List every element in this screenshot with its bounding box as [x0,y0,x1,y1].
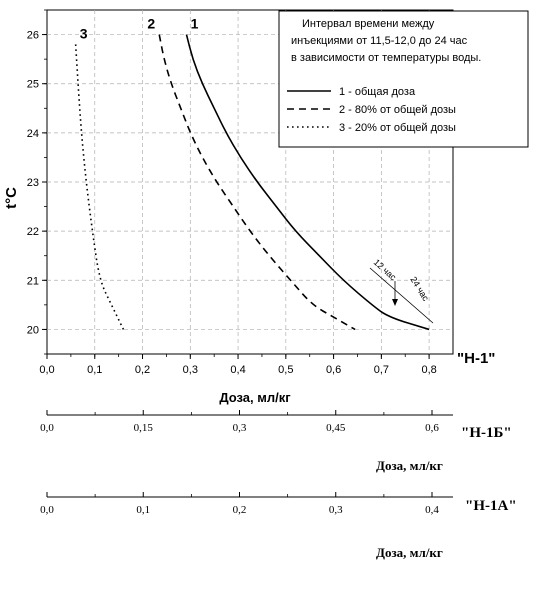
x-tick-label: 0,5 [278,364,293,376]
legend-title-line-3: в зависимости от температуры воды. [291,52,481,64]
series-line-3 [74,44,125,330]
y-tick-label: 24 [27,128,39,140]
x-tick-label: 0,8 [421,364,436,376]
legend-box [278,10,529,148]
series-lines [74,34,430,331]
y-axis-label: t°C [3,187,20,209]
secondary-tick-label: 0,0 [40,504,54,516]
legend-title-line-2: инъекциями от 11,5-12,0 до 24 час [291,35,468,47]
x-axis-ticks: 0,0 0,1 0,2 0,3 0,4 0,5 0,6 0,7 0,8 [39,354,437,376]
secondary-tick-label: 0,1 [136,504,150,516]
legend: Интервал времени между инъекциями от 11,… [278,10,529,148]
h1b-axis-label: Доза, мл/кг [376,458,443,473]
secondary-axis-h1b: 0,0 0,15 0,3 0,45 0,6 "H-1Б" Доза, мл/кг [40,410,512,473]
secondary-tick-label: 0,3 [233,422,247,434]
series-label-2: 2 [147,16,155,32]
legend-entry-1: 1 - общая доза [339,86,416,98]
legend-entry-3: 3 - 20% от общей дозы [339,122,456,134]
secondary-tick-label: 0,0 [40,422,54,434]
arrow-head [392,299,398,306]
secondary-tick-label: 0,6 [425,422,439,434]
series-label-3: 3 [80,25,88,41]
secondary-tick-label: 0,3 [329,504,343,516]
legend-entry-2: 2 - 80% от общей дозы [339,104,456,116]
y-tick-label: 21 [27,275,39,287]
secondary-tick-label: 0,45 [326,422,346,434]
x-tick-label: 0,6 [326,364,341,376]
x-tick-label: 0,2 [135,364,150,376]
y-axis-ticks: 20 21 22 23 24 25 26 [27,9,47,355]
h1b-ticks: 0,0 0,15 0,3 0,45 0,6 [40,410,439,434]
h1b-axis-tag: "H-1Б" [461,425,512,441]
h1a-axis-label: Доза, мл/кг [376,545,443,560]
series-line-1 [185,34,430,331]
x-tick-label: 0,0 [39,364,54,376]
y-tick-label: 26 [27,30,39,42]
x-axis-label: Доза, мл/кг [219,390,291,405]
x-tick-label: 0,1 [87,364,102,376]
h1a-axis-tag: "H-1A" [465,498,517,514]
y-tick-label: 23 [27,177,39,189]
x-tick-label: 0,7 [374,364,389,376]
series-line-2 [158,34,356,331]
x-tick-label: 0,3 [183,364,198,376]
axis-tag-h1: "H-1" [457,350,495,367]
secondary-tick-label: 0,2 [233,504,247,516]
y-tick-label: 20 [27,324,39,336]
series-labels: 1 2 3 [80,16,199,42]
arrow-12h [369,267,434,324]
secondary-axis-h1a: 0,0 0,1 0,2 0,3 0,4 "H-1A" Доза, мл/кг [40,492,517,560]
series-label-1: 1 [191,16,199,32]
y-tick-label: 25 [27,79,39,91]
secondary-tick-label: 0,15 [134,422,154,434]
x-tick-label: 0,4 [230,364,245,376]
secondary-tick-label: 0,4 [425,504,439,516]
legend-title-line-1: Интервал времени между [302,18,435,30]
h1a-ticks: 0,0 0,1 0,2 0,3 0,4 [40,492,439,516]
y-tick-label: 22 [27,226,39,238]
